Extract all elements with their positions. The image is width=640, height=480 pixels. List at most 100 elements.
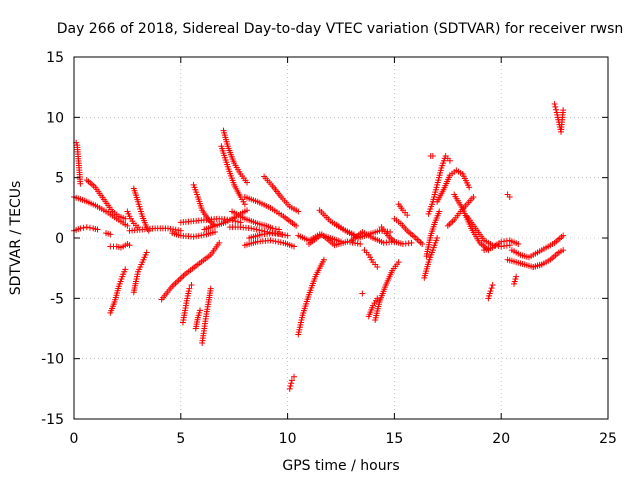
data-point [198,205,205,212]
x-tick-label: 0 [70,431,79,447]
series-arc-25 [246,230,291,241]
series-arc-36 [359,290,366,297]
data-point [487,245,494,252]
series-arc-15 [179,282,195,326]
data-point [372,297,379,304]
data-point [149,225,156,232]
series-arc-11 [126,225,184,234]
data-point [224,161,231,168]
series-arc-54 [508,232,567,261]
data-point [511,258,518,265]
data-point [536,262,543,269]
series-arc-05 [103,230,114,238]
data-point [359,290,366,297]
data-point [129,218,136,225]
series-arc-27 [261,173,302,215]
series-arc-31 [305,231,364,249]
data-point [515,250,522,257]
data-point [402,209,409,216]
data-point [122,221,129,228]
series-arc-18 [199,285,214,346]
data-point [264,237,271,244]
series-arc-19 [201,207,251,233]
data-point [110,243,117,250]
grid-lines [74,57,608,419]
data-point [437,167,444,174]
data-point [256,227,263,234]
series-arc-57 [551,101,567,135]
data-point [433,237,440,244]
data-point [188,218,195,225]
data-point [325,216,332,223]
data-point [108,206,115,213]
data-point [252,197,259,204]
data-point [276,226,283,233]
series-arc-01 [71,193,131,229]
data-point [553,106,560,113]
data-point [193,262,200,269]
series-arc-03 [83,177,129,222]
data-point [367,233,374,240]
data-point [181,309,188,316]
data-point [288,242,295,249]
data-point [188,282,195,289]
data-point [121,268,128,275]
data-point [513,240,520,247]
data-point [132,222,139,229]
data-point [368,256,375,263]
data-point [496,240,503,247]
data-point [439,188,446,195]
series-arc-52 [504,191,513,200]
series-arc-34 [348,228,398,246]
y-tick-label: -15 [41,412,64,428]
data-point [134,196,141,203]
data-point [291,373,298,380]
y-tick-label: 5 [55,171,64,187]
data-point [205,301,212,308]
data-point [428,249,435,256]
data-point [411,233,418,240]
series-arc-20 [218,143,248,208]
y-tick-label: 15 [46,50,64,66]
y-axis-title: SDTVAR / TECUs [8,181,24,296]
axis-ticks: 0 5 10 15 20 25 -15 -10 -5 0 5 10 15 [41,50,617,447]
data-point [185,288,192,295]
data-point [203,313,210,320]
data-point [378,238,385,245]
data-point [269,230,276,237]
series-arc-04 [73,139,84,187]
data-marks [71,101,567,392]
data-point [435,210,442,217]
data-point [431,221,438,228]
data-point [230,179,237,186]
data-point [180,272,187,279]
data-point [242,177,249,184]
data-point [503,237,510,244]
data-point [486,290,493,297]
data-point [194,191,201,198]
data-point [369,304,376,311]
data-point [204,214,211,221]
data-point [288,380,295,387]
data-point [446,174,453,181]
data-point [253,226,260,233]
data-point [291,221,298,228]
series-arc-21 [220,127,251,186]
series-arc-13 [169,228,218,240]
data-point [267,224,274,231]
series-arc-16 [192,307,204,332]
data-point [239,214,246,221]
data-point [90,201,97,208]
data-point [457,169,464,176]
y-tick-label: -10 [41,352,64,368]
data-point [120,214,127,221]
series-arc-24 [241,193,300,229]
series-arc-40 [391,215,426,248]
data-point [512,276,519,283]
data-point [232,218,239,225]
data-point [375,301,382,308]
data-point [389,237,396,244]
series-arc-46 [434,167,473,205]
series-arc-44 [425,152,453,217]
